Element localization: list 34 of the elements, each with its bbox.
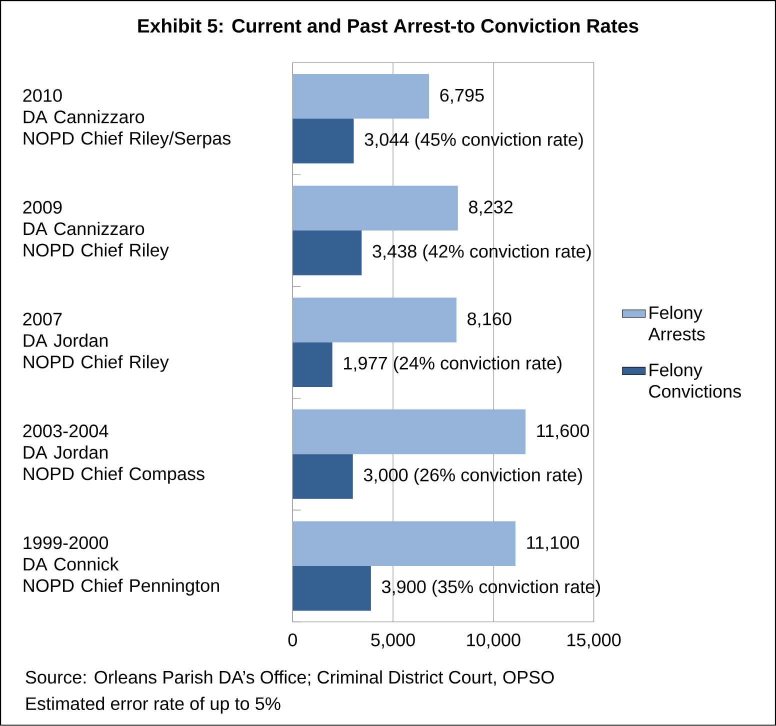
legend-label: Felony Convictions <box>649 363 741 398</box>
y-tick-label: 2009 DA Cannizzaro NOPD Chief Riley <box>23 201 169 260</box>
legend-label: Felony Arrests <box>648 306 705 341</box>
bar <box>292 521 516 566</box>
data-label: 3,044 (45% conviction rate) <box>364 132 583 150</box>
data-label: 8,160 <box>468 312 512 328</box>
bar <box>292 230 362 276</box>
y-tick-label: 2003-2004 DA Jordan NOPD Chief Compass <box>23 424 204 484</box>
x-tick-label: 15,000 <box>568 634 621 649</box>
data-label: 3,900 (35% conviction rate) <box>382 580 600 597</box>
chart-title: Exhibit 5: Current and Past Arrest-to Conviction Rates <box>138 18 638 33</box>
x-tick-label: 10,000 <box>467 634 520 649</box>
text: Estimated error rate of up to 5% <box>26 696 280 714</box>
data-label: 11,600 <box>537 424 590 440</box>
bar <box>292 454 353 499</box>
data-label: 3,438 (42% conviction rate) <box>372 244 591 262</box>
y-tick-label: 2007 DA Jordan NOPD Chief Riley <box>23 312 169 372</box>
data-label: 8,232 <box>468 200 513 216</box>
bar <box>292 74 430 119</box>
bar <box>292 410 526 454</box>
source-note: Source: Orleans Parish DA’s Office; Criminal District Court, OPSO <box>26 670 554 686</box>
y-tick-label: 1999-2000 DA Connick NOPD Chief Pennington <box>24 536 219 596</box>
bar <box>292 186 458 231</box>
bar <box>292 298 456 342</box>
bar <box>292 118 354 164</box>
data-label: 6,795 <box>440 88 484 104</box>
bar <box>292 566 371 611</box>
data-label: 11,100 <box>527 536 579 552</box>
data-label: 1,977 (24% conviction rate) <box>344 356 562 374</box>
x-tick-label: 0 <box>288 634 297 646</box>
x-tick-label: 5,000 <box>371 634 415 649</box>
y-tick-label: 2010 DA Cannizzaro NOPD Chief Riley/Serpas <box>23 89 231 148</box>
data-label: 3,000 (26% conviction rate) <box>364 468 582 486</box>
bar <box>292 342 332 388</box>
